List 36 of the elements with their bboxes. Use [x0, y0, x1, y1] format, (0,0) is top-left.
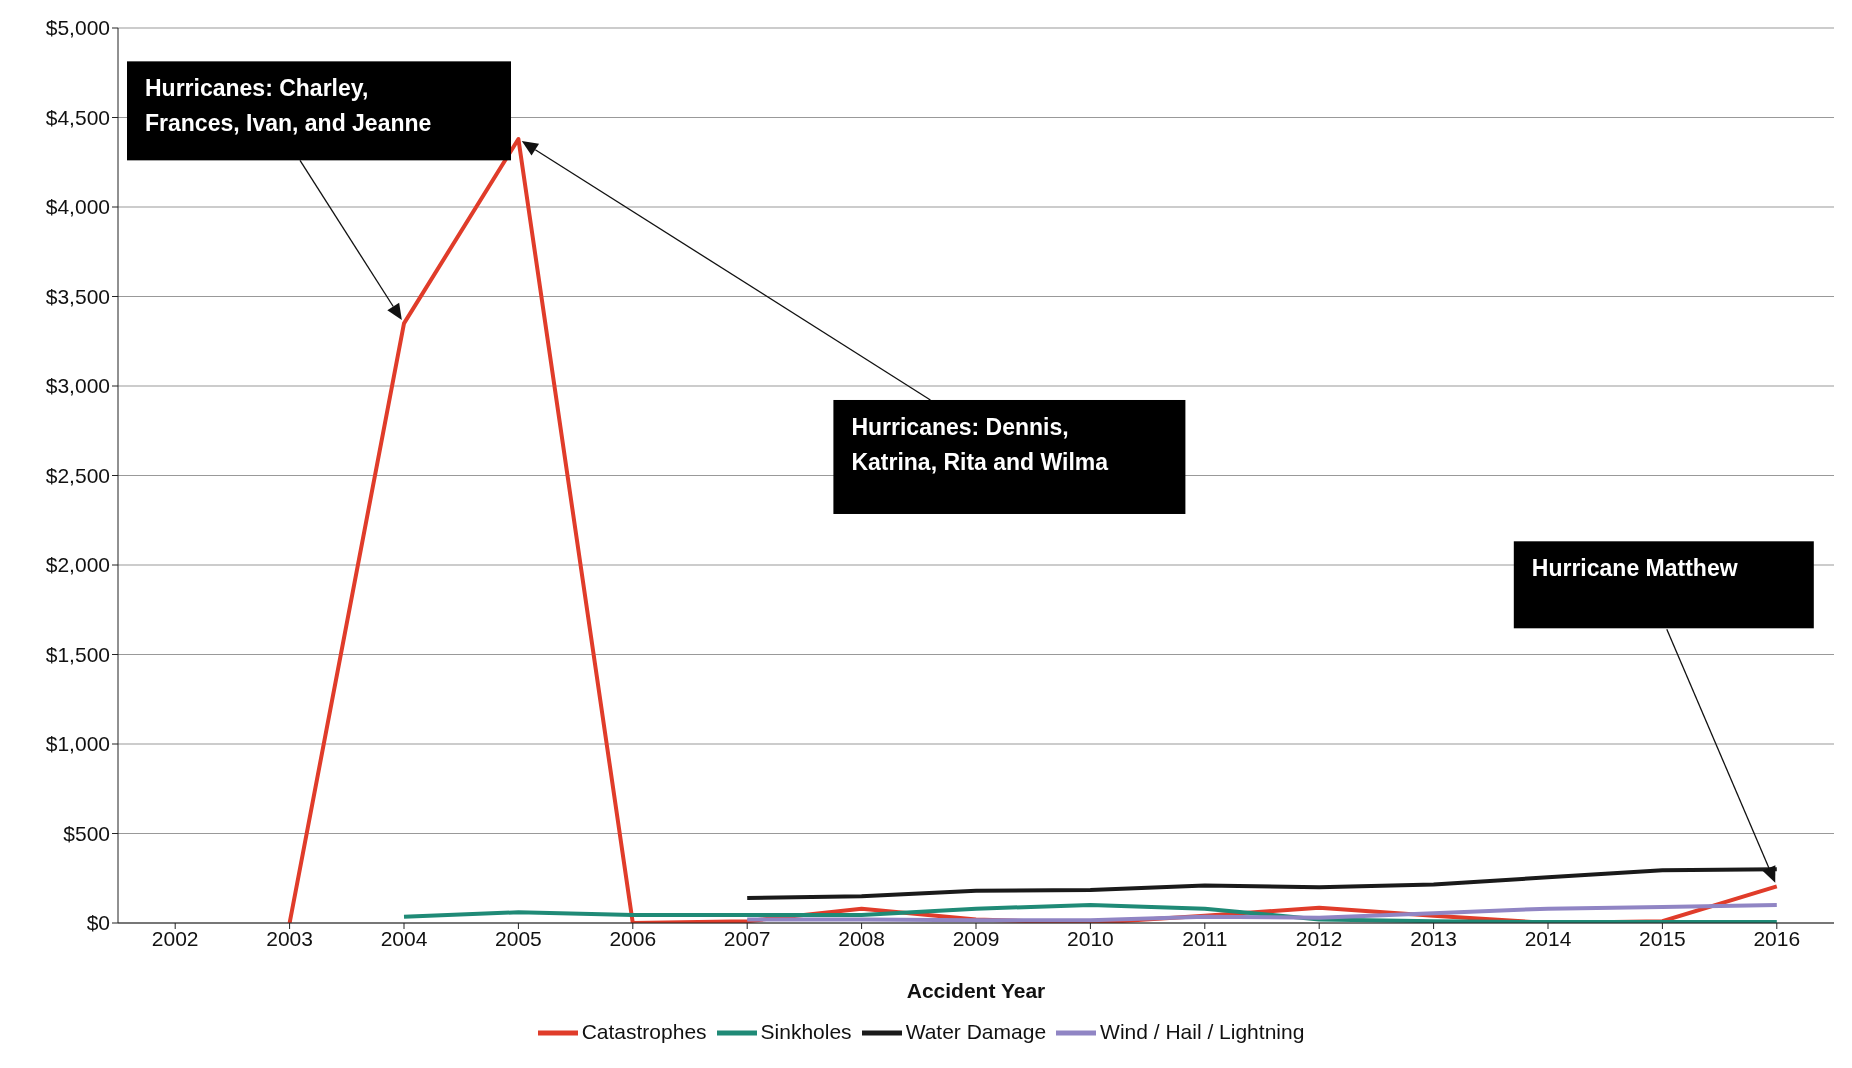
y-tick-label: $2,500	[45, 463, 110, 487]
line-series	[745, 903, 1779, 923]
y-tick-label: $1,000	[45, 732, 110, 756]
y-tick-label: $0	[86, 911, 110, 935]
y-tick-label: $2,000	[45, 553, 110, 577]
annotation: Hurricane Matthew	[1530, 554, 1739, 584]
y-tick-label: $500	[63, 821, 110, 845]
y-tick-label: $3,000	[45, 374, 110, 398]
x-tick-label: 2003	[266, 926, 313, 950]
legend-label: Sinkholes	[760, 1019, 852, 1043]
x-tick-label: 2012	[1295, 926, 1343, 950]
annotation: Hurricanes: Charley, Frances, Ivan, and Jeanne	[144, 74, 433, 139]
line-series	[402, 903, 1779, 923]
legend-label: Water Damage	[905, 1019, 1047, 1043]
legend-label: Wind / Hail / Lightning	[1100, 1019, 1305, 1043]
x-tick-label: 2014	[1524, 926, 1572, 950]
x-tick-label: 2013	[1410, 926, 1457, 950]
x-tick-label: 2002	[151, 926, 199, 950]
x-axis-title: Accident Year	[906, 979, 1046, 1002]
x-tick-label: 2006	[609, 926, 657, 950]
x-tick-label: 2016	[1753, 926, 1801, 950]
x-tick-label: 2011	[1182, 926, 1228, 950]
x-tick-label: 2015	[1639, 926, 1686, 950]
y-tick-label: $3,500	[45, 284, 110, 308]
x-tick-label: 2009	[952, 926, 1000, 950]
y-tick-label: $5,000	[45, 16, 110, 40]
y-tick-label: $4,500	[45, 105, 110, 129]
x-tick-label: 2007	[723, 926, 771, 950]
x-tick-label: 2010	[1067, 926, 1114, 950]
x-tick-label: 2005	[495, 926, 542, 950]
legend-label: Catastrophes	[581, 1019, 707, 1043]
x-tick-label: 2004	[380, 926, 428, 950]
annotation: Hurricanes: Dennis, Katrina, Rita and Wilma	[850, 412, 1110, 477]
y-tick-label: $1,500	[45, 642, 110, 666]
x-tick-label: 2008	[838, 926, 885, 950]
y-tick-label: $4,000	[45, 195, 110, 219]
